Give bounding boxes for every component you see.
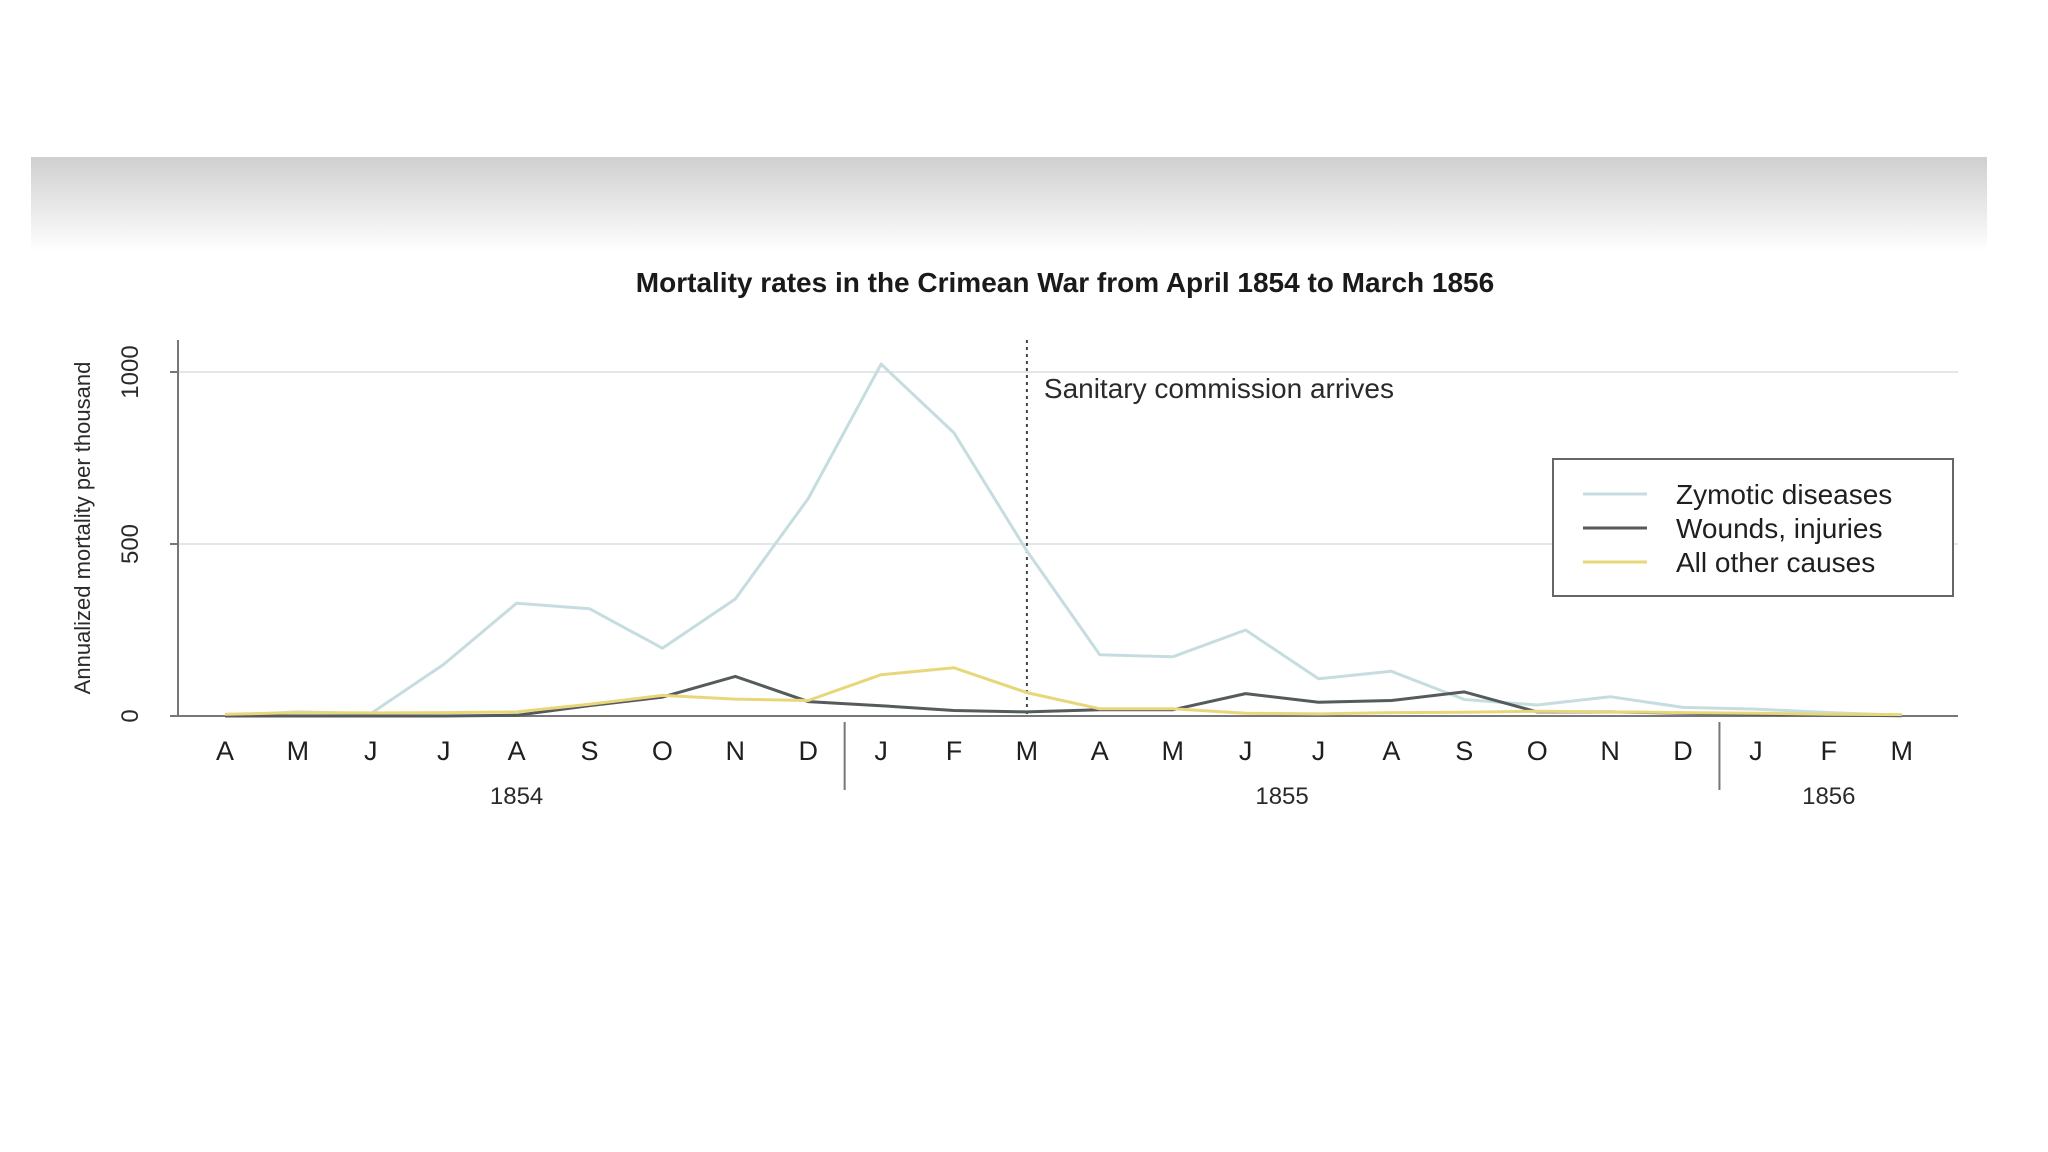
x-tick-label: M	[1890, 736, 1913, 766]
x-tick-label: M	[1161, 736, 1184, 766]
x-tick-label: S	[1455, 736, 1473, 766]
x-tick-label: J	[1749, 736, 1763, 766]
legend-label: All other causes	[1676, 547, 1875, 578]
x-tick-label: J	[364, 736, 378, 766]
x-tick-label: F	[946, 736, 963, 766]
year-label: 1855	[1255, 783, 1308, 810]
x-tick-label: J	[1312, 736, 1326, 766]
x-tick-label: M	[287, 736, 310, 766]
x-tick-label: D	[1673, 736, 1693, 766]
x-tick-label: N	[1600, 736, 1620, 766]
y-tick-label: 1000	[117, 345, 144, 398]
series-line-3	[224, 666, 1902, 717]
y-axis: 0 500 1000	[117, 340, 179, 723]
x-tick-label: J	[437, 736, 451, 766]
year-label: 1854	[490, 783, 543, 810]
y-tick-label: 0	[117, 709, 144, 722]
annotation-text: Sanitary commission arrives	[1044, 373, 1394, 404]
x-tick-label: M	[1016, 736, 1039, 766]
x-tick-label: S	[580, 736, 598, 766]
x-tick-label: F	[1821, 736, 1838, 766]
legend-label: Wounds, injuries	[1676, 513, 1882, 544]
x-tick-label: A	[508, 736, 526, 766]
x-tick-label: O	[1527, 736, 1548, 766]
x-tick-label: O	[652, 736, 673, 766]
x-tick-label: A	[1091, 736, 1109, 766]
series-line-1	[224, 362, 1902, 718]
x-tick-label: A	[216, 736, 234, 766]
y-tick-label: 500	[117, 524, 144, 564]
series-line-2	[225, 674, 1902, 718]
x-tick-label: J	[874, 736, 888, 766]
annotation-layer: Sanitary commission arrives	[1025, 340, 1394, 716]
x-tick-label: N	[726, 736, 746, 766]
x-tick-label: J	[1239, 736, 1253, 766]
y-axis-title: Annualized mortality per thousand	[70, 362, 95, 695]
legend-label: Zymotic diseases	[1676, 479, 1892, 510]
x-tick-label: A	[1382, 736, 1400, 766]
year-label: 1856	[1802, 783, 1855, 810]
slide-header-band	[31, 157, 1987, 252]
series-lines	[224, 362, 1902, 718]
x-axis: A M J J A S O N D J F M A M J J A S O N D J F M 1854 1855 1856	[178, 715, 1958, 810]
chart-title: Mortality rates in the Crimean War from …	[636, 267, 1494, 298]
x-tick-label: D	[798, 736, 818, 766]
